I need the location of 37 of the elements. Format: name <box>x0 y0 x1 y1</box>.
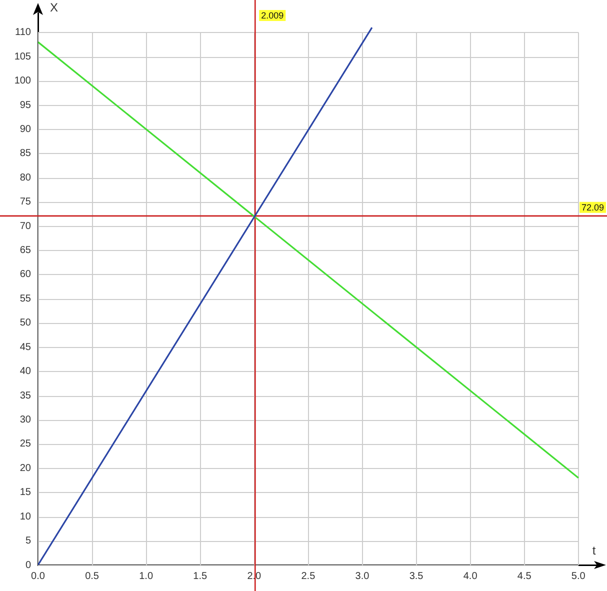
y-tick-label: 40 <box>20 366 32 378</box>
x-tick-label: 4.5 <box>517 570 532 582</box>
y-tick-label: 55 <box>20 293 32 304</box>
x-tick-label: 0.5 <box>85 570 100 582</box>
y-tick-label: 85 <box>20 148 32 160</box>
x-tick-label: 2.5 <box>301 570 316 582</box>
x-axis-title: t <box>592 543 596 558</box>
ref-line-label: 72.09 <box>581 202 604 212</box>
x-tick-label: 1.0 <box>139 570 154 582</box>
x-tick-label: 5.0 <box>571 570 586 582</box>
y-tick-label: 5 <box>25 536 32 547</box>
x-tick-label: 3.5 <box>409 570 424 582</box>
x-tick-label: 3.0 <box>355 570 370 582</box>
y-tick-label: 80 <box>20 172 32 184</box>
x-tick-label: 0.0 <box>31 570 46 582</box>
y-tick-label: 15 <box>20 487 32 498</box>
y-tick-label: 30 <box>20 414 32 426</box>
y-tick-label: 75 <box>20 196 32 208</box>
y-tick-label: 20 <box>20 462 32 474</box>
y-axis-title: X <box>50 0 58 14</box>
x-tick-label: 1.5 <box>193 570 208 582</box>
y-tick-label: 100 <box>14 76 32 87</box>
y-tick-label: 10 <box>20 511 32 522</box>
x-tick-label: 4.0 <box>463 570 478 582</box>
y-tick-label: 110 <box>15 27 32 38</box>
y-tick-label: 105 <box>14 51 32 62</box>
y-tick-label: 50 <box>20 318 32 329</box>
ref-line-label: 2.009 <box>261 10 284 20</box>
y-tick-label: 60 <box>20 269 32 280</box>
y-tick-label: 70 <box>20 220 32 232</box>
y-tick-label: 65 <box>20 245 32 256</box>
y-tick-label: 95 <box>20 100 32 111</box>
y-tick-label: 35 <box>20 390 32 402</box>
y-tick-label: 25 <box>20 438 32 450</box>
y-tick-label: 0 <box>25 560 32 571</box>
y-tick-label: 90 <box>20 124 32 135</box>
y-tick-label: 45 <box>20 342 32 353</box>
